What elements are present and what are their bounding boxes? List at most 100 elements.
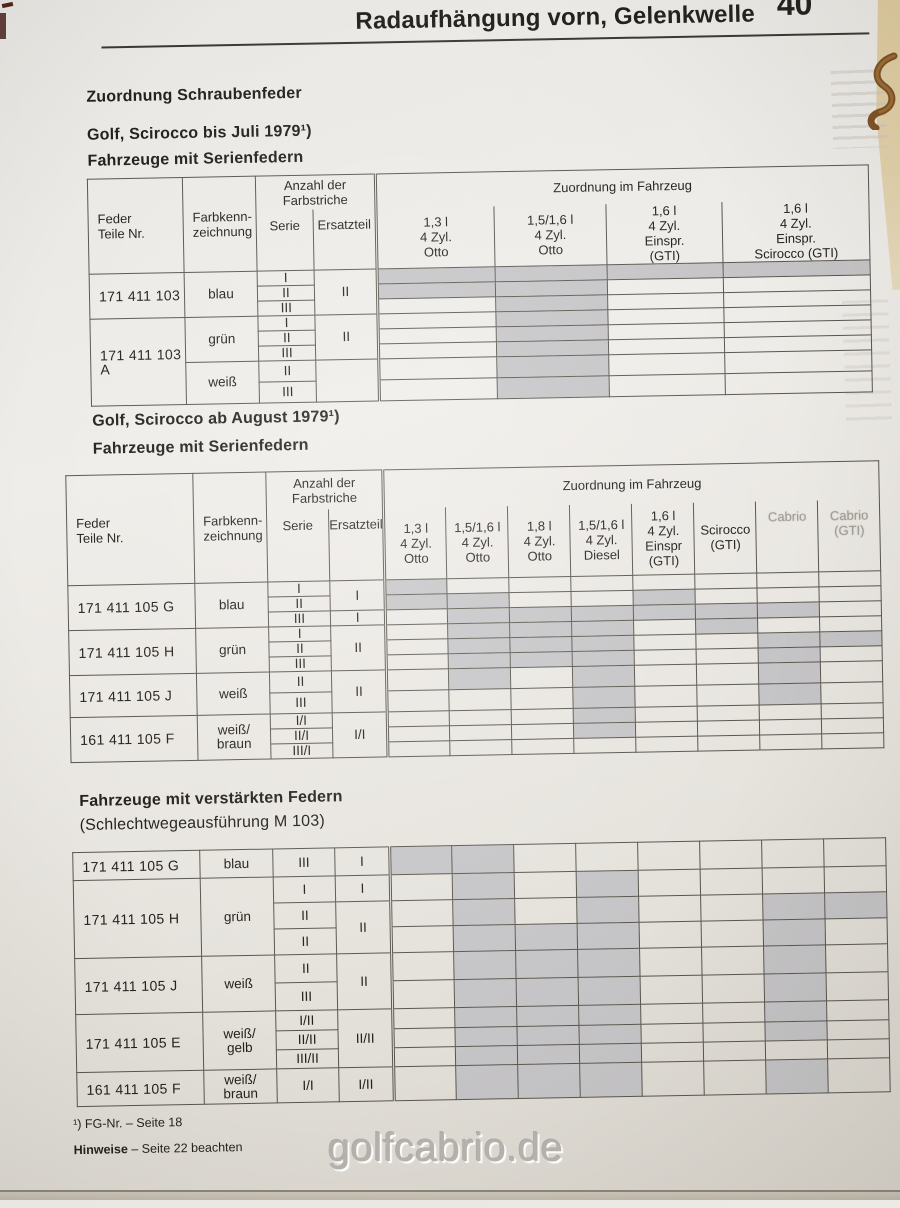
col-header-engine: Cabrio <box>755 499 820 574</box>
cell-engine <box>827 1038 890 1059</box>
cell-engine <box>388 740 451 757</box>
cell-engine <box>823 837 887 867</box>
col-header-color: Farbkenn- zeichnung <box>182 176 258 272</box>
col-header-engine: 1,5/1,6 l 4 Zyl. Otto <box>493 203 608 267</box>
table3-subtitle: (Schlechtwegeausführung M 103) <box>79 812 326 835</box>
cell-engine <box>697 720 761 737</box>
cell-engine <box>763 944 827 974</box>
cell-engine <box>608 352 726 376</box>
cell-engine <box>758 646 821 664</box>
cell-engine <box>758 631 821 649</box>
cell-engine <box>575 842 639 872</box>
cell-engine <box>447 607 511 624</box>
cell-engine <box>454 1006 517 1028</box>
cell-engine <box>578 1004 641 1026</box>
table-golf-scirocco-ab-august-1979: Feder Teile Nr. Farbkenn- zeichnung Anza… <box>65 460 885 764</box>
cell-ersatz: II <box>331 669 388 713</box>
cell-engine <box>759 682 822 706</box>
cell-serie: III/II <box>276 1048 339 1069</box>
cell-engine <box>819 600 882 617</box>
cell-part: 171 411 105 J <box>74 956 203 1015</box>
cell-engine <box>578 1024 642 1045</box>
col-header-stripes: Anzahl der Farbstriche <box>265 469 384 511</box>
cell-serie: I/I <box>270 712 333 729</box>
col-header-part: Feder Teile Nr. <box>87 177 185 274</box>
cell-engine <box>696 663 760 686</box>
cell-engine <box>703 1040 766 1062</box>
cell-ersatz: I/II <box>338 1066 395 1102</box>
cell-engine <box>579 1043 642 1064</box>
cell-engine <box>448 652 511 669</box>
cell-serie: II <box>268 595 331 613</box>
cell-engine <box>517 1044 580 1065</box>
cell-serie: II <box>257 284 315 301</box>
col-header-color: Farbkenn- zeichnung <box>192 472 268 584</box>
cell-engine <box>641 1061 705 1097</box>
col-header-engine: Scirocco (GTI) <box>693 501 758 575</box>
cell-engine <box>571 605 635 622</box>
cell-engine <box>450 739 513 756</box>
cell-serie: I <box>273 875 336 903</box>
cell-serie: II <box>273 901 337 929</box>
cell-serie: II <box>269 670 332 693</box>
cell-serie: II <box>268 640 332 658</box>
cell-engine <box>387 725 451 742</box>
cell-engine <box>387 710 450 727</box>
cell-engine <box>696 648 759 665</box>
col-header-stripes: Anzahl der Farbstriche <box>255 173 376 211</box>
cell-engine <box>516 1025 580 1046</box>
cell-part: 171 411 105 H <box>68 628 197 676</box>
page-title: Radaufhängung vorn, Gelenkwelle <box>355 0 756 35</box>
cell-engine <box>638 895 702 923</box>
cell-engine <box>825 943 889 973</box>
cell-color: weiß <box>196 672 271 716</box>
cell-part: 171 411 105 H <box>73 878 202 959</box>
cell-part: 171 411 105 G <box>72 850 201 881</box>
cell-color: weiß/ gelb <box>202 1010 277 1071</box>
cell-serie: III <box>259 380 317 403</box>
cell-engine <box>703 1059 767 1096</box>
cell-engine <box>453 950 517 980</box>
cell-engine <box>455 1045 518 1066</box>
cell-engine <box>572 665 636 688</box>
cell-ersatz: I <box>330 609 387 626</box>
cell-engine <box>452 898 516 926</box>
cell-engine <box>701 919 764 948</box>
cell-engine <box>509 591 572 608</box>
cell-engine <box>386 668 450 691</box>
cell-engine <box>759 703 822 721</box>
cell-engine <box>496 354 610 378</box>
cell-engine <box>393 1046 456 1067</box>
cell-engine <box>385 593 448 610</box>
cell-engine <box>635 706 698 723</box>
cell-ersatz: II <box>336 952 393 1010</box>
cell-color: blau <box>194 582 269 629</box>
cell-ersatz: II/II <box>337 1008 394 1068</box>
cell-engine <box>390 873 453 901</box>
cell-engine <box>764 1020 828 1041</box>
cell-ersatz: I <box>329 579 386 611</box>
col-header-engine: 1,3 l 4 Zyl. Otto <box>383 506 448 580</box>
cell-engine <box>378 356 498 380</box>
cell-engine <box>633 574 696 591</box>
cell-engine <box>391 951 455 981</box>
cell-engine <box>639 921 702 949</box>
cell-serie: III <box>269 655 332 673</box>
cell-engine <box>448 667 512 690</box>
cell-engine <box>572 620 635 637</box>
cell-engine <box>701 945 765 976</box>
col-header-engine: 1,3 l 4 Zyl. Otto <box>375 205 496 269</box>
cell-engine <box>765 1039 828 1060</box>
footnote: ¹) FG-Nr. – Seite 18 <box>73 1115 183 1132</box>
cell-engine <box>821 681 884 704</box>
col-header-engine: 1,6 l 4 Zyl. Einspr. Scirocco (GTI) <box>721 198 870 263</box>
cell-engine <box>392 1007 455 1029</box>
col-header-serie: Serie <box>266 508 330 583</box>
cell-engine <box>640 1003 703 1025</box>
cell-engine <box>497 375 610 399</box>
table2-subtitle: Fahrzeuge mit Serienfedern <box>92 436 309 458</box>
watermark: golfcabrio.de <box>328 1126 564 1170</box>
cell-engine <box>571 575 634 592</box>
